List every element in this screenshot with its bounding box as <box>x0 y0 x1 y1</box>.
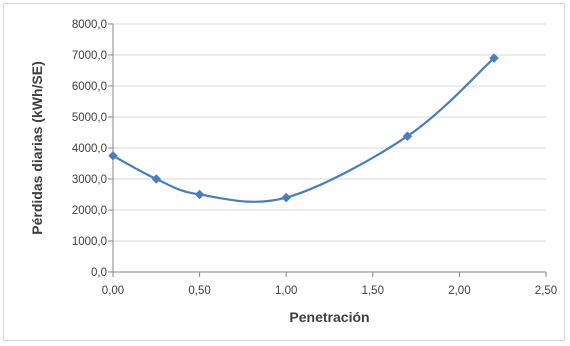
x-tick-label: 1,50 <box>362 285 384 297</box>
x-tick-label: 2,50 <box>535 285 557 297</box>
data-point <box>489 53 499 63</box>
y-tick-label: 4000,0 <box>72 143 107 155</box>
x-tick-labels: 0,00 0,50 1,00 1,50 2,00 2,50 <box>102 285 557 297</box>
y-tick-label: 2000,0 <box>72 205 107 217</box>
x-axis-title: Penetración <box>289 309 369 325</box>
x-tick-label: 1,00 <box>275 285 297 297</box>
series-group <box>108 53 499 203</box>
y-tick-label: 1000,0 <box>72 236 107 248</box>
data-point <box>151 174 162 184</box>
y-tick-label: 0,0 <box>91 267 107 279</box>
y-tick-label: 8000,0 <box>72 19 107 31</box>
data-point <box>402 131 413 142</box>
series-line-0 <box>112 57 495 203</box>
chart-frame <box>3 3 565 341</box>
y-tick-label: 7000,0 <box>72 50 107 62</box>
data-point <box>281 192 292 203</box>
gridlines <box>113 23 546 242</box>
y-tick-label: 3000,0 <box>72 174 107 186</box>
data-point <box>194 189 205 200</box>
y-axis-title: Pérdidas diarias (kWh/SE) <box>29 61 45 235</box>
x-tick-label: 0,00 <box>102 285 124 297</box>
x-tick-label: 0,50 <box>188 285 210 297</box>
y-tick-label: 5000,0 <box>72 112 107 124</box>
data-point <box>108 150 118 161</box>
y-tick-label: 6000,0 <box>72 81 107 93</box>
axes <box>108 23 547 277</box>
x-tick-label: 2,00 <box>448 285 470 297</box>
y-tick-labels: 0,0 1000,0 2000,0 3000,0 4000,0 5000,0 6000,0 7… <box>72 19 107 279</box>
